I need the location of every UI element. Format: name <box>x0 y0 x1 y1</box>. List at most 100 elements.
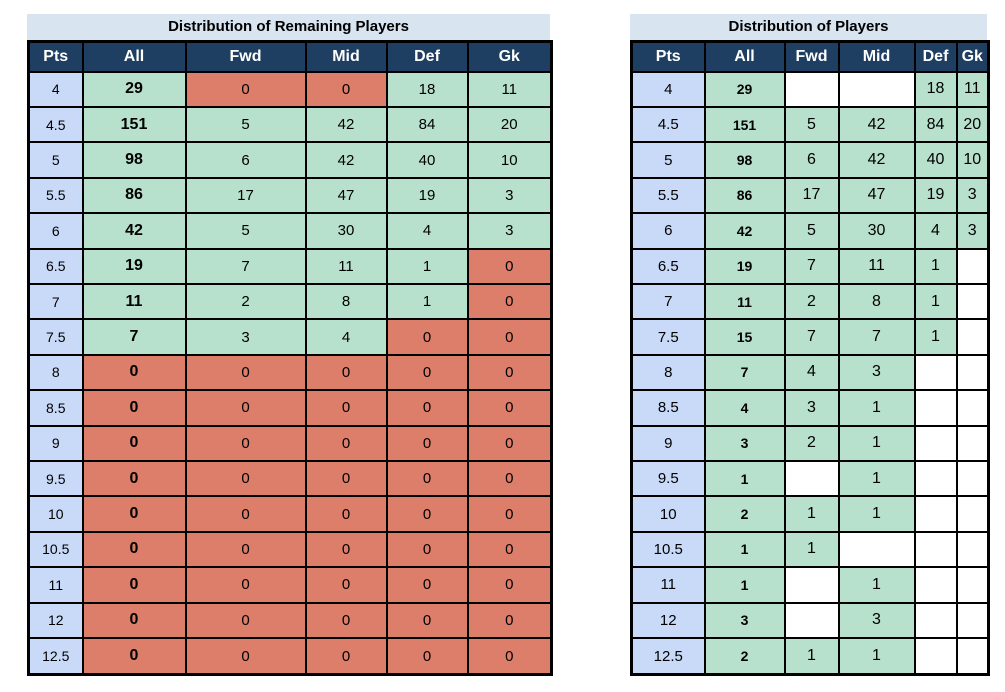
value-cell: 0 <box>81 353 187 392</box>
value-cell <box>913 530 958 569</box>
table-row: 12 3 3 <box>630 601 990 640</box>
column-header-gk: Gk <box>955 40 990 73</box>
value-cell: 0 <box>466 566 553 604</box>
value-cell: 0 <box>184 601 307 640</box>
value-cell: 19 <box>81 247 187 285</box>
pts-cell: 5 <box>630 141 706 179</box>
pts-cell: 6 <box>27 212 84 250</box>
remaining-players-title: Distribution of Remaining Players <box>27 14 550 40</box>
table-row: 6.5 19 7 11 1 <box>630 247 990 285</box>
value-cell: 30 <box>837 212 916 250</box>
value-cell <box>955 495 990 533</box>
pts-cell: 6 <box>630 212 706 250</box>
value-cell: 1 <box>385 247 469 285</box>
pts-cell: 10 <box>27 495 84 533</box>
value-cell: 1 <box>837 566 916 604</box>
value-cell <box>837 70 916 108</box>
value-cell: 0 <box>304 459 388 498</box>
column-header-fwd: Fwd <box>783 40 840 73</box>
value-cell <box>783 70 840 108</box>
value-cell: 0 <box>81 495 187 533</box>
value-cell: 1 <box>703 530 786 569</box>
pts-cell: 4.5 <box>630 105 706 144</box>
value-cell: 6 <box>783 141 840 179</box>
value-cell: 0 <box>81 566 187 604</box>
value-cell: 29 <box>81 70 187 108</box>
pts-cell: 12.5 <box>630 637 706 676</box>
table-row: 7 11 2 8 1 <box>630 282 990 321</box>
value-cell <box>913 389 958 427</box>
value-cell: 84 <box>385 105 469 144</box>
value-cell: 0 <box>466 601 553 640</box>
value-cell <box>913 459 958 498</box>
value-cell: 151 <box>81 105 187 144</box>
pts-cell: 10.5 <box>27 530 84 569</box>
table-row: 10.5 0 0 0 0 0 <box>27 530 553 569</box>
value-cell: 0 <box>466 389 553 427</box>
value-cell: 42 <box>304 105 388 144</box>
value-cell <box>955 424 990 462</box>
value-cell: 0 <box>385 424 469 462</box>
value-cell: 8 <box>837 282 916 321</box>
column-header-mid: Mid <box>304 40 388 73</box>
pts-cell: 11 <box>630 566 706 604</box>
value-cell: 0 <box>466 282 553 321</box>
value-cell <box>955 566 990 604</box>
table-row: 11 1 1 <box>630 566 990 604</box>
pts-cell: 8.5 <box>27 389 84 427</box>
pts-cell: 5.5 <box>27 176 84 215</box>
value-cell: 0 <box>304 70 388 108</box>
value-cell <box>955 459 990 498</box>
pts-cell: 8.5 <box>630 389 706 427</box>
value-cell: 42 <box>703 212 786 250</box>
value-cell: 0 <box>304 353 388 392</box>
value-cell: 0 <box>385 459 469 498</box>
value-cell: 3 <box>783 389 840 427</box>
value-cell: 42 <box>81 212 187 250</box>
pts-cell: 10 <box>630 495 706 533</box>
table-row: 5 98 6 42 40 10 <box>630 141 990 179</box>
value-cell: 29 <box>703 70 786 108</box>
pts-cell: 9.5 <box>27 459 84 498</box>
value-cell: 151 <box>703 105 786 144</box>
value-cell: 11 <box>304 247 388 285</box>
value-cell: 10 <box>466 141 553 179</box>
value-cell: 1 <box>913 247 958 285</box>
value-cell: 0 <box>81 601 187 640</box>
value-cell: 0 <box>385 495 469 533</box>
table-row: 11 0 0 0 0 0 <box>27 566 553 604</box>
table-row: 10 2 1 1 <box>630 495 990 533</box>
column-header-all: All <box>703 40 786 73</box>
value-cell: 1 <box>783 495 840 533</box>
value-cell: 86 <box>703 176 786 215</box>
value-cell: 19 <box>703 247 786 285</box>
value-cell: 0 <box>184 389 307 427</box>
value-cell: 3 <box>703 601 786 640</box>
value-cell: 7 <box>184 247 307 285</box>
table-row: 7.5 15 7 7 1 <box>630 318 990 356</box>
value-cell: 0 <box>385 601 469 640</box>
value-cell <box>913 601 958 640</box>
table-row: 9.5 1 1 <box>630 459 990 498</box>
value-cell: 6 <box>184 141 307 179</box>
value-cell: 11 <box>955 70 990 108</box>
value-cell: 4 <box>385 212 469 250</box>
table-row: 8.5 0 0 0 0 0 <box>27 389 553 427</box>
value-cell <box>955 389 990 427</box>
value-cell: 10 <box>955 141 990 179</box>
value-cell: 0 <box>81 389 187 427</box>
value-cell: 4 <box>304 318 388 356</box>
value-cell: 4 <box>703 389 786 427</box>
value-cell: 11 <box>837 247 916 285</box>
value-cell: 1 <box>837 459 916 498</box>
value-cell: 3 <box>466 176 553 215</box>
value-cell: 3 <box>837 601 916 640</box>
table-row: 9.5 0 0 0 0 0 <box>27 459 553 498</box>
remaining-players-table-block: Distribution of Remaining Players Pts Al… <box>27 14 553 676</box>
value-cell: 84 <box>913 105 958 144</box>
table-row: 6.5 19 7 11 1 0 <box>27 247 553 285</box>
